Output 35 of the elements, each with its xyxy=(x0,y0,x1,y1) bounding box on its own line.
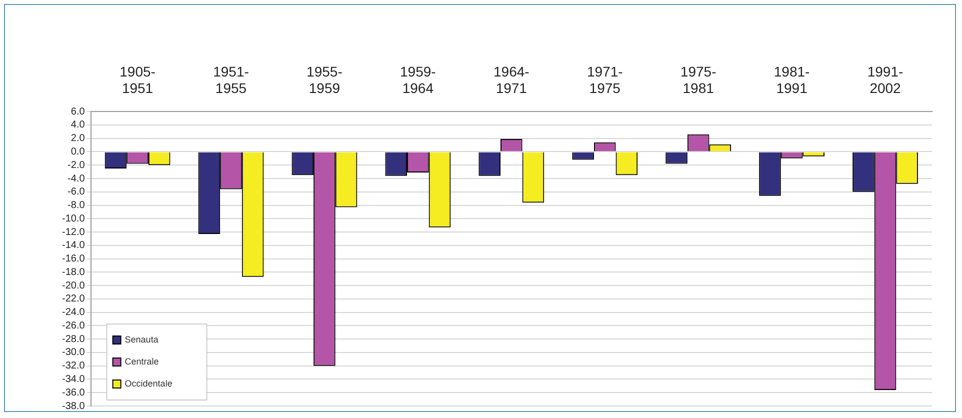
y-tick-label: -16.0 xyxy=(62,254,86,265)
y-tick-label: -30.0 xyxy=(62,347,86,358)
x-tick-label: 1951-1955 xyxy=(213,63,250,96)
y-tick-label: -12.0 xyxy=(62,226,86,238)
y-tick-label: -10.0 xyxy=(62,213,86,224)
legend-label: Centrale xyxy=(124,356,159,366)
y-tick-label: -36.0 xyxy=(62,387,86,398)
y-tick-label: -2.0 xyxy=(68,160,86,171)
y-tick-label: 6.0 xyxy=(70,106,86,118)
y-tick-label: -26.0 xyxy=(62,320,86,332)
legend-label: Occidentale xyxy=(124,378,172,388)
x-tick-label: 1959-1964 xyxy=(400,63,436,96)
x-tick-label: 1971-1975 xyxy=(586,63,624,96)
legend-label: Senauta xyxy=(124,334,158,344)
y-tick-label: -18.0 xyxy=(62,266,86,278)
x-tick-label: 1991-2002 xyxy=(867,63,904,96)
x-tick-label: 1981-1991 xyxy=(774,63,810,96)
y-tick-label: -14.0 xyxy=(62,240,86,252)
y-tick-label: -22.0 xyxy=(62,294,86,305)
y-tick-label: -6.0 xyxy=(68,186,86,198)
y-tick-label: -34.0 xyxy=(62,374,86,385)
y-tick-label: -38.0 xyxy=(62,400,86,412)
y-tick-label: 4.0 xyxy=(70,120,86,131)
x-tick-label: 1975-1981 xyxy=(680,63,717,96)
y-tick-label: -4.0 xyxy=(68,173,86,184)
y-tick-label: -20.0 xyxy=(62,280,86,292)
x-tick-label: 1964-1971 xyxy=(493,63,530,96)
y-tick-label: -28.0 xyxy=(62,334,86,345)
y-tick-label: -32.0 xyxy=(62,360,86,372)
x-tick-label: 1955-1959 xyxy=(306,63,343,96)
y-tick-label: -8.0 xyxy=(68,200,86,212)
y-tick-label: 0.0 xyxy=(70,146,86,158)
x-tick-label: 1905-1951 xyxy=(120,63,156,96)
y-tick-label: -24.0 xyxy=(62,307,86,318)
y-tick-label: 2.0 xyxy=(70,133,86,144)
